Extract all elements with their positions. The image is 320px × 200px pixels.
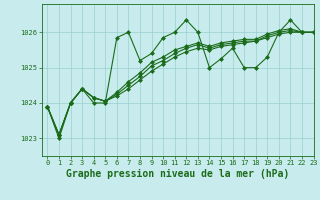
X-axis label: Graphe pression niveau de la mer (hPa): Graphe pression niveau de la mer (hPa) xyxy=(66,169,289,179)
